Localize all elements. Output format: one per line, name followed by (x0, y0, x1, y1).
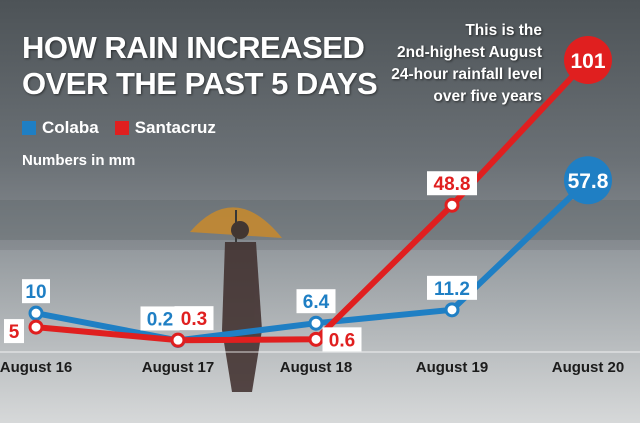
data-label-box-colaba-3 (427, 275, 477, 300)
legend-label-santacruz: Santacruz (134, 118, 216, 137)
x-tick-label-3: August 19 (416, 359, 489, 376)
data-point-santacruz-3 (444, 197, 460, 213)
data-point-colaba-4 (564, 156, 612, 205)
data-label-box-santacruz-0 (4, 319, 24, 344)
data-label-box-santacruz-1 (174, 306, 214, 331)
data-point-colaba-3 (444, 302, 460, 318)
legend-item-colaba: Colaba (22, 118, 99, 138)
legend: Colaba Santacruz (22, 118, 216, 138)
data-label-santacruz-2: 0.6 (329, 330, 355, 351)
data-label-santacruz-0: 5 (9, 322, 20, 343)
data-label-box-colaba-1 (140, 306, 180, 331)
chart-title: HOW RAIN INCREASED OVER THE PAST 5 DAYS (22, 30, 378, 102)
series-line-colaba (33, 177, 591, 344)
data-label-colaba-2: 6.4 (303, 292, 330, 313)
data-label-box-santacruz-3 (427, 171, 477, 196)
x-tick-label-1: August 17 (142, 359, 215, 376)
x-tick-label-2: August 18 (280, 359, 353, 376)
data-point-santacruz-1 (170, 332, 186, 348)
data-label-santacruz-4: 101 (570, 50, 605, 73)
data-point-colaba-2 (308, 315, 324, 331)
annotation-line-2: 2nd-highest August (397, 44, 542, 61)
unit-note: Numbers in mm (22, 152, 136, 169)
data-label-santacruz-1: 0.3 (181, 309, 207, 330)
chart-title-line-2: OVER THE PAST 5 DAYS (22, 66, 378, 101)
x-tick-label-4: August 20 (552, 359, 625, 376)
data-point-santacruz-4 (564, 36, 612, 84)
data-label-colaba-3: 11.2 (434, 279, 470, 300)
annotation-line-4: over five years (433, 88, 542, 105)
chart-title-line-1: HOW RAIN INCREASED (22, 30, 365, 65)
data-label-colaba-4: 57.8 (568, 170, 609, 193)
peak-annotation: This is the 2nd-highest August 24-hour r… (342, 20, 542, 108)
data-label-box-colaba-2 (296, 289, 336, 314)
data-point-santacruz-0 (28, 319, 44, 335)
umbrella-person-figure (190, 207, 282, 392)
data-label-santacruz-3: 48.8 (434, 174, 471, 195)
data-point-colaba-0 (28, 305, 44, 321)
data-label-colaba-1: 0.2 (147, 309, 173, 330)
data-label-colaba-0: 10 (25, 282, 46, 303)
data-point-santacruz-2 (308, 331, 324, 347)
annotation-line-1: This is the (465, 22, 542, 39)
data-label-box-santacruz-2 (322, 327, 362, 352)
annotation-line-3: 24-hour rainfall level (391, 66, 542, 83)
legend-label-colaba: Colaba (42, 118, 99, 137)
x-tick-label-0: August 16 (0, 359, 72, 376)
legend-item-santacruz: Santacruz (114, 118, 216, 138)
data-label-box-colaba-0 (22, 279, 50, 304)
legend-swatch-colaba (22, 121, 36, 135)
legend-swatch-santacruz (114, 121, 129, 135)
